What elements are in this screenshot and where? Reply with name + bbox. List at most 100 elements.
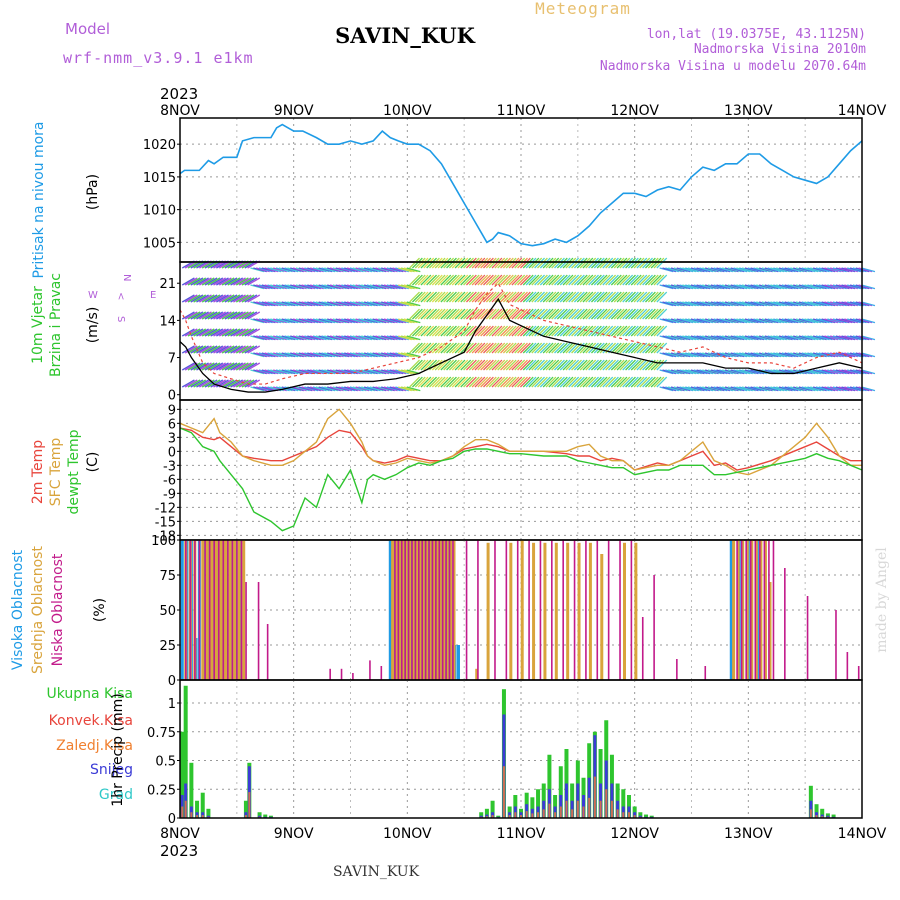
wind-barb	[471, 359, 483, 371]
wind-barb	[639, 257, 651, 269]
precip-frozen-bar	[184, 800, 187, 818]
wind-barb	[522, 257, 534, 269]
wind-barb	[315, 318, 330, 324]
ytick-label: 0.5	[155, 755, 176, 770]
wind-barb	[440, 274, 452, 286]
wind-barb	[307, 352, 321, 358]
cloud-mid-bar	[475, 668, 479, 680]
wind-barb	[673, 301, 688, 307]
wind-barb	[344, 386, 358, 392]
wind-barb	[847, 301, 861, 307]
wind-barb	[647, 342, 659, 354]
cloud-low-bar	[607, 540, 610, 680]
wind-barb	[568, 376, 580, 388]
wind-barb	[287, 335, 302, 341]
wind-barb	[636, 291, 648, 303]
wind-barb	[619, 291, 631, 303]
wind-barb	[767, 318, 782, 324]
wind-barb	[295, 267, 310, 273]
wind-barb	[622, 308, 634, 320]
wind-barb	[324, 301, 339, 307]
wind-barb	[630, 257, 642, 269]
wind-barb	[502, 291, 514, 303]
wind-barb	[494, 308, 506, 320]
wind-barb	[341, 318, 356, 324]
wind-barb	[610, 376, 622, 388]
wind-barb	[417, 291, 429, 303]
cloud-high-bar	[180, 540, 184, 680]
wind-barb	[218, 362, 232, 371]
cloud-low-bar	[784, 568, 786, 680]
wind-barb	[193, 345, 207, 354]
wind-barb	[650, 376, 662, 388]
wind-barb	[733, 267, 748, 273]
wind-barb	[403, 267, 418, 273]
wind-barb	[210, 277, 224, 286]
wind-barb	[704, 318, 719, 324]
ytick-label: -12	[155, 501, 176, 516]
wind-barb	[414, 257, 426, 269]
wind-barb	[349, 335, 364, 341]
wind-barb	[682, 318, 697, 324]
wind-barb	[630, 308, 642, 320]
cloud-mid-bar	[214, 540, 218, 680]
wind-barb	[633, 274, 645, 286]
wind-barb	[793, 352, 807, 358]
wind-barb	[588, 359, 599, 371]
wind-barb	[599, 359, 611, 371]
wind-barb	[304, 352, 319, 358]
cloud-low-bar	[222, 540, 225, 680]
wind-barb	[613, 342, 625, 354]
wind-barb	[565, 274, 577, 286]
cloud-mid-bar	[509, 542, 513, 680]
wind-barb	[861, 284, 876, 290]
wind-barb	[434, 274, 446, 286]
wind-barb	[551, 359, 563, 371]
wind-barb	[508, 376, 520, 388]
wind-barb	[630, 376, 642, 388]
wind-barb	[679, 386, 694, 392]
wind-barb	[596, 274, 608, 286]
wind-barb	[716, 352, 731, 358]
wind-barb	[443, 359, 455, 371]
wind-barb	[818, 267, 833, 273]
wind-barb	[451, 376, 463, 388]
wind-barb	[437, 325, 449, 337]
wind-barb	[832, 386, 847, 392]
wind-barb	[497, 257, 509, 269]
wind-barb	[776, 284, 790, 290]
precip-frozen-bar	[514, 812, 517, 818]
wind-barb	[375, 335, 390, 341]
wind-barb	[488, 325, 500, 337]
wind-barb	[790, 318, 805, 324]
wind-barb	[255, 352, 270, 358]
wind-barb	[451, 308, 463, 320]
wind-barb	[739, 267, 753, 273]
wind-barb	[250, 369, 265, 375]
wind-barb	[801, 267, 816, 273]
wind-barb	[724, 352, 739, 358]
wind-barb	[653, 291, 665, 303]
wind-barb	[835, 318, 850, 324]
wind-barb	[724, 284, 739, 290]
wind-barb	[349, 284, 364, 290]
wind-barb	[440, 308, 452, 320]
precip-total-bar	[257, 812, 262, 818]
wind-barb	[517, 291, 528, 303]
wind-barb	[565, 376, 577, 388]
wind-barb	[548, 376, 560, 388]
wind-barb	[713, 352, 728, 358]
cloud-low-bar	[445, 540, 447, 680]
wind-barb	[770, 352, 785, 358]
wind-barb	[778, 301, 793, 307]
wind-barb	[767, 284, 782, 290]
wind-barb	[653, 274, 665, 286]
wind-barb	[685, 267, 699, 273]
wind-barb	[465, 308, 477, 320]
wind-barb	[710, 267, 725, 273]
wind-barb	[832, 267, 847, 273]
wind-barb	[457, 274, 469, 286]
wind-barb	[622, 359, 634, 371]
wind-barb	[386, 267, 401, 273]
